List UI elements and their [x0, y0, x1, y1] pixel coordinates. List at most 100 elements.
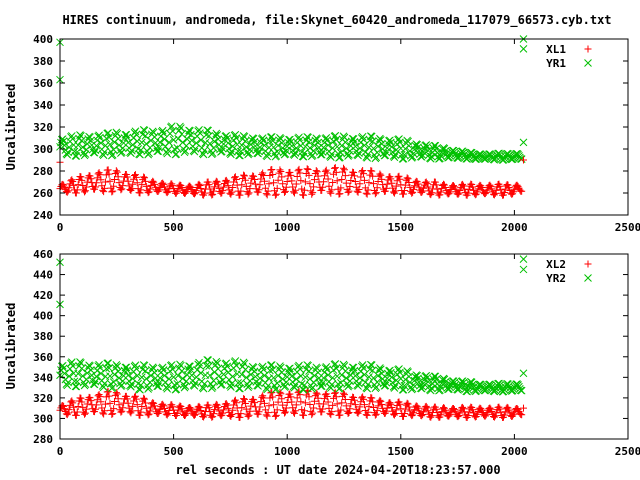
data-point — [111, 175, 119, 183]
data-point — [228, 411, 236, 419]
data-point — [128, 185, 136, 193]
series-yr2 — [56, 356, 526, 396]
data-point — [368, 394, 376, 402]
data-point — [486, 404, 494, 412]
data-point — [470, 186, 478, 194]
data-point — [205, 181, 213, 189]
data-point — [454, 413, 462, 421]
plot-panel-2: 280 300 320 340 360 380 400 420 440 460 0 500 1000 15… — [4, 248, 640, 458]
data-point — [177, 367, 186, 375]
data-point — [260, 399, 268, 407]
data-point — [327, 189, 335, 197]
data-point — [82, 375, 91, 384]
data-point — [286, 364, 294, 373]
data-point — [305, 137, 313, 146]
data-point — [409, 188, 417, 196]
data-point — [355, 185, 363, 193]
data-point — [279, 180, 287, 188]
data-point — [83, 400, 91, 408]
data-point — [228, 372, 237, 381]
plot-panel-1: 240 260 280 300 320 340 360 380 400 0 500 1000 1500 2… — [4, 33, 640, 234]
data-point — [165, 138, 173, 147]
data-point — [326, 153, 335, 161]
data-point — [72, 189, 80, 197]
data-point — [431, 372, 440, 381]
data-point — [340, 133, 349, 142]
data-point — [140, 173, 148, 181]
data-point — [241, 399, 249, 407]
data-point — [105, 170, 113, 178]
data-point — [151, 180, 159, 188]
data-point — [138, 402, 146, 410]
data-point — [202, 131, 211, 139]
data-point — [387, 400, 395, 408]
data-point — [378, 400, 386, 408]
data-point — [132, 173, 140, 181]
data-point — [128, 407, 136, 415]
data-point — [264, 187, 272, 195]
data-point — [219, 409, 227, 417]
data-point — [372, 189, 380, 197]
data-point — [68, 176, 76, 184]
data-point — [273, 147, 282, 156]
data-point — [242, 405, 250, 413]
data-point — [132, 364, 141, 373]
data-point — [191, 411, 199, 419]
data-point — [215, 184, 223, 192]
data-point — [326, 409, 334, 417]
data-point — [223, 178, 231, 186]
data-point — [491, 386, 500, 395]
data-point — [418, 188, 426, 196]
data-point — [97, 176, 105, 184]
data-point — [196, 361, 204, 370]
data-point — [240, 172, 248, 180]
data-point — [96, 393, 104, 401]
data-point — [455, 385, 463, 393]
data-point — [60, 141, 69, 150]
data-point — [310, 183, 318, 191]
outlier-point — [519, 45, 528, 53]
data-point — [500, 411, 508, 419]
data-point — [71, 152, 80, 160]
data-point — [297, 177, 305, 185]
data-point — [81, 188, 89, 196]
data-point — [386, 366, 394, 375]
data-point — [290, 188, 298, 196]
data-point — [260, 394, 268, 402]
data-point — [387, 175, 395, 183]
data-point — [235, 384, 243, 393]
data-point — [464, 411, 472, 419]
data-point — [272, 190, 280, 198]
data-point — [161, 405, 169, 413]
data-point — [503, 180, 511, 188]
data-point — [404, 175, 412, 183]
data-point — [214, 181, 222, 189]
data-point — [73, 186, 81, 194]
data-point — [94, 392, 102, 400]
data-point — [458, 181, 466, 189]
y-tick-label: 320 — [33, 392, 53, 405]
data-point — [227, 379, 236, 388]
data-point — [215, 407, 223, 415]
data-point — [245, 411, 253, 419]
data-point — [391, 187, 399, 195]
data-point — [428, 412, 436, 420]
data-point — [322, 362, 331, 371]
data-point — [365, 143, 373, 152]
data-point — [306, 401, 314, 409]
data-point — [354, 151, 362, 160]
legend-1: XL1 YR1 — [546, 43, 592, 70]
data-point — [105, 364, 113, 372]
data-point — [371, 190, 379, 198]
data-point — [210, 187, 218, 195]
data-point — [132, 395, 140, 403]
data-point — [287, 142, 296, 150]
data-point — [344, 410, 352, 418]
data-point — [326, 188, 334, 196]
data-point — [333, 372, 342, 381]
data-point — [81, 150, 90, 158]
axes-2: 280 300 320 340 360 380 400 420 440 460 0 500 1000 15… — [33, 248, 640, 458]
data-point — [486, 381, 495, 389]
data-point — [224, 182, 232, 190]
